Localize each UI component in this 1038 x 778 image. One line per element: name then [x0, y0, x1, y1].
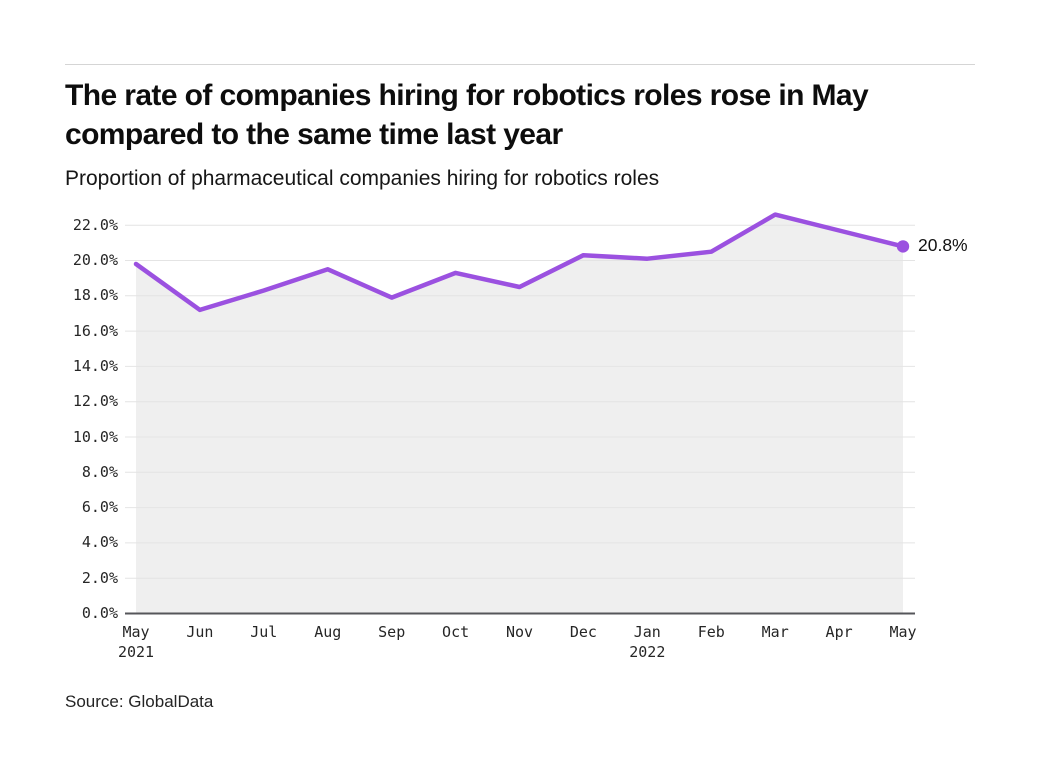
y-axis-tick-label: 0.0%: [81, 604, 118, 622]
x-axis-tick-label: Apr: [825, 623, 853, 641]
end-value-label: 20.8%: [918, 235, 968, 256]
x-axis-tick-label: Jul: [250, 623, 278, 641]
x-axis-tick-label: Dec: [569, 623, 597, 641]
y-axis-tick-label: 2.0%: [81, 568, 118, 587]
x-axis-year-label: 2021: [117, 643, 155, 661]
x-axis-tick-label: Sep: [378, 623, 406, 641]
top-divider: [65, 64, 975, 65]
x-axis-tick-label: May 2021: [96, 622, 176, 662]
x-axis-tick-label: Mar: [761, 623, 789, 641]
y-axis-tick-label: 18.0%: [72, 286, 118, 305]
y-axis-tick-label: 4.0%: [81, 533, 118, 552]
x-axis-tick-label: May: [889, 623, 917, 641]
x-axis-tick-label: Jun: [186, 623, 214, 641]
y-axis-tick-label: 20.0%: [72, 251, 118, 269]
x-axis-tick-label: Jan 2022: [607, 622, 687, 662]
y-axis-tick-label: 22.0%: [72, 215, 118, 234]
source-note: Source: GlobalData: [65, 692, 214, 711]
y-axis-tick-label: 6.0%: [81, 498, 118, 517]
x-axis-year-label: 2022: [629, 643, 666, 661]
area-fill: [136, 214, 903, 614]
y-axis-tick-label: 16.0%: [72, 321, 118, 340]
data-line: [133, 212, 906, 313]
x-axis-tick-label: Nov: [505, 623, 534, 641]
y-axis-tick-label: 10.0%: [72, 427, 118, 446]
x-axis-tick-label: Aug: [314, 623, 342, 641]
chart-title: The rate of companies hiring for robotic…: [65, 79, 869, 151]
x-axis-tick-label: Feb: [697, 623, 725, 641]
chart-subtitle: Proportion of pharmaceutical companies h…: [65, 167, 660, 190]
y-axis-tick-label: 8.0%: [81, 462, 118, 481]
y-axis-tick-label: 14.0%: [72, 356, 118, 375]
x-axis-tick-label: Oct: [442, 623, 470, 641]
y-axis-tick-label: 12.0%: [72, 392, 118, 411]
end-data-point: [896, 240, 910, 253]
